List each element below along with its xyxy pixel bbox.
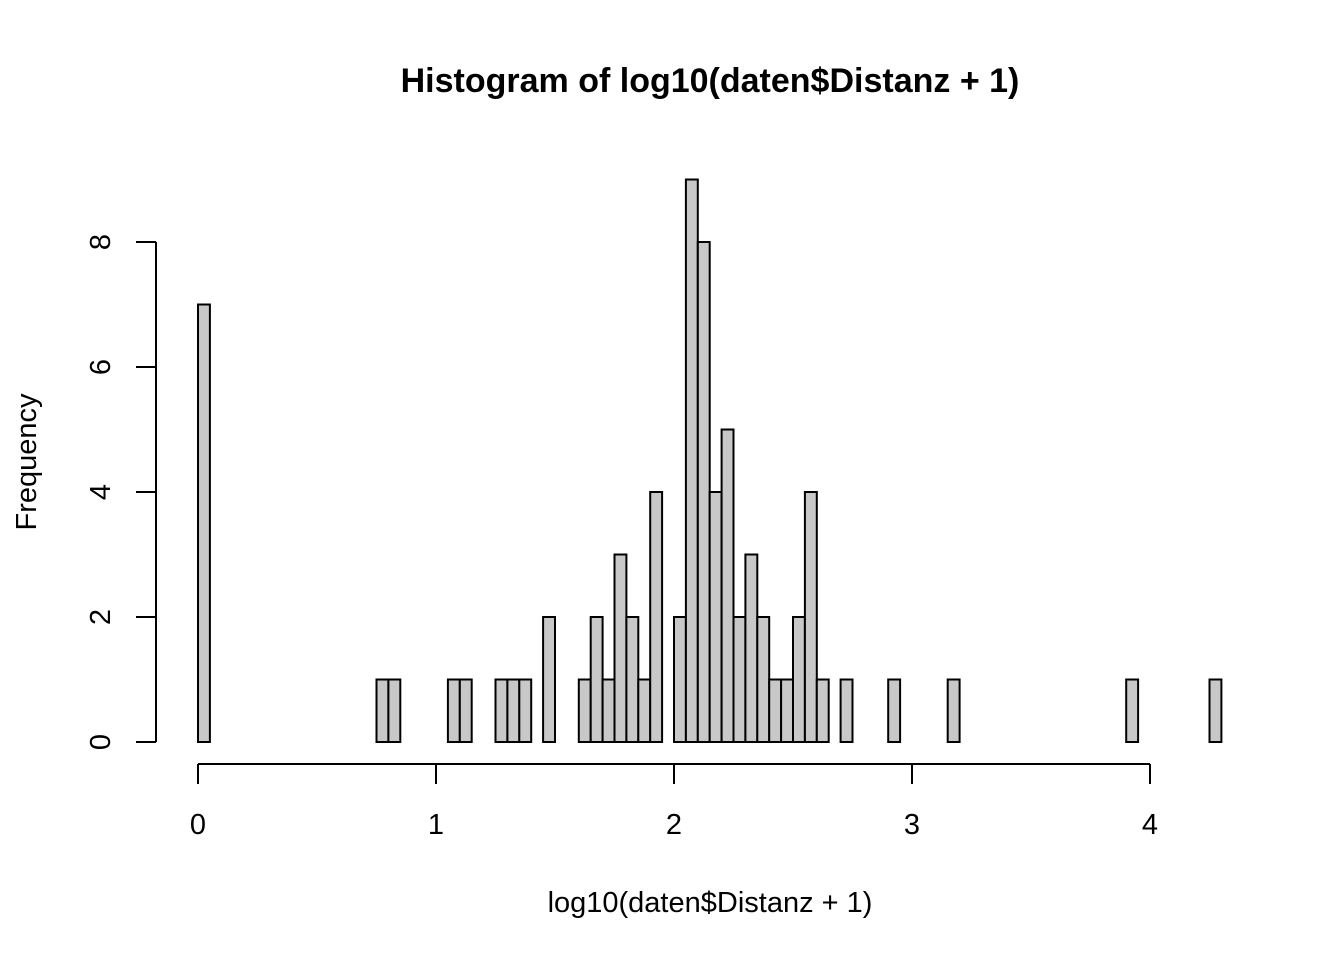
histogram-bar — [756, 616, 771, 743]
x-tick-label: 1 — [428, 809, 444, 841]
histogram-bar — [768, 678, 783, 743]
histogram-bar — [518, 678, 533, 743]
histogram-bar — [708, 491, 723, 743]
histogram-bar — [542, 616, 556, 743]
x-tick-label: 0 — [190, 809, 206, 841]
histogram-bar — [613, 553, 628, 743]
histogram-bar — [494, 678, 509, 743]
histogram-bar — [744, 553, 759, 743]
histogram-bar — [1208, 678, 1223, 743]
histogram-bar — [197, 303, 211, 743]
y-tick-label: 4 — [85, 484, 117, 500]
histogram-bar — [1125, 678, 1140, 743]
x-tick-label: 3 — [904, 809, 920, 841]
y-tick-label: 6 — [85, 359, 117, 375]
y-tick-label: 2 — [85, 609, 117, 625]
chart-title: Histogram of log10(daten$Distanz + 1) — [401, 62, 1020, 100]
y-tick-label: 8 — [85, 234, 117, 250]
histogram-bar — [649, 491, 664, 743]
y-axis: 0 2 4 6 8 — [85, 234, 157, 750]
histogram-bar — [446, 678, 461, 743]
x-tick-label: 4 — [1142, 809, 1158, 841]
y-axis-label: Frequency — [11, 393, 43, 531]
y-tick-label: 0 — [85, 734, 117, 750]
histogram-bar — [887, 678, 902, 743]
histogram-bar — [506, 678, 521, 743]
histogram-bar — [625, 616, 640, 743]
histogram-bar — [946, 678, 961, 743]
x-axis-label: log10(daten$Distanz + 1) — [548, 887, 873, 919]
x-axis: 0 1 2 3 4 — [190, 763, 1158, 841]
histogram-bar — [375, 678, 390, 743]
histogram-bar — [780, 678, 794, 743]
histogram-bar — [577, 678, 592, 743]
histogram-bar — [673, 616, 687, 743]
x-tick-label: 2 — [666, 809, 682, 841]
histogram-bar — [589, 616, 604, 743]
histogram-bar — [732, 616, 747, 743]
bars-group — [197, 178, 1223, 743]
histogram-bar — [601, 678, 616, 743]
histogram-bar — [637, 678, 652, 743]
histogram-bar — [839, 678, 854, 743]
histogram-bar — [792, 616, 806, 743]
histogram-bar — [803, 491, 818, 743]
histogram-bar — [720, 428, 735, 743]
histogram-bar — [387, 678, 402, 743]
histogram-bar — [684, 178, 699, 743]
histogram-bar — [458, 678, 473, 743]
histogram-bar — [815, 678, 830, 743]
histogram-bar — [696, 241, 711, 743]
